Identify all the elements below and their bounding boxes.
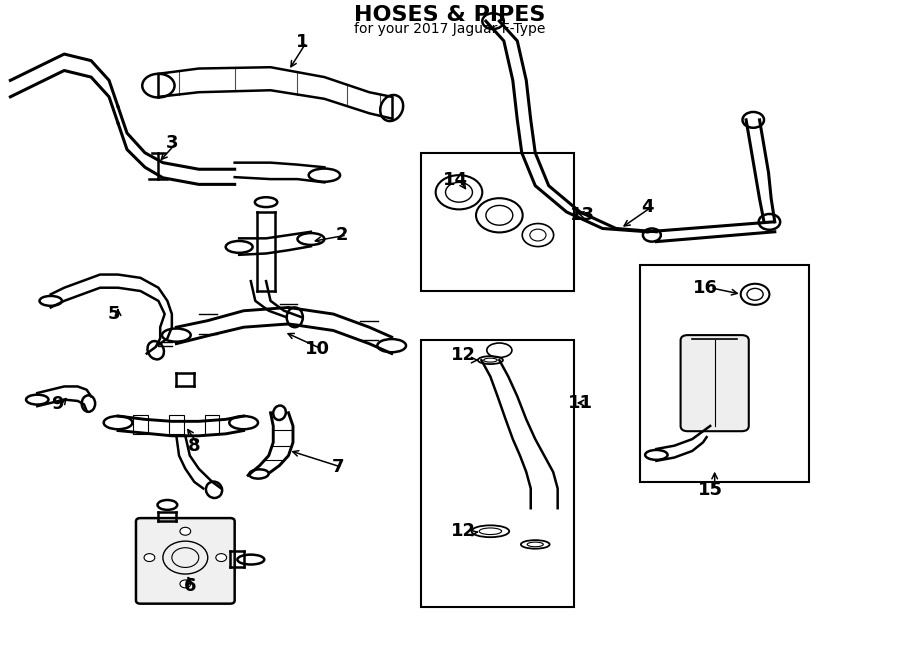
Text: 10: 10 [305, 340, 329, 358]
Circle shape [144, 554, 155, 562]
Text: 16: 16 [693, 279, 718, 297]
Text: 4: 4 [641, 198, 653, 215]
Text: 15: 15 [698, 481, 723, 499]
Circle shape [216, 554, 227, 562]
Text: 6: 6 [184, 577, 196, 595]
Bar [421, 153, 574, 291]
Circle shape [180, 580, 191, 588]
Text: 7: 7 [331, 459, 344, 477]
Text: 12: 12 [451, 522, 476, 540]
Bar [169, 414, 184, 434]
FancyBboxPatch shape [136, 518, 235, 603]
Text: HOSES & PIPES: HOSES & PIPES [355, 5, 545, 24]
Text: 13: 13 [571, 206, 595, 224]
Text: 8: 8 [188, 437, 201, 455]
Text: 2: 2 [336, 226, 348, 244]
Bar [205, 414, 220, 434]
Text: for your 2017 Jaguar F-Type: for your 2017 Jaguar F-Type [355, 22, 545, 36]
Text: 3: 3 [166, 134, 178, 152]
Text: 14: 14 [443, 171, 468, 190]
FancyBboxPatch shape [680, 335, 749, 431]
Circle shape [180, 527, 191, 535]
Text: 9: 9 [50, 395, 63, 413]
Bar [640, 264, 809, 482]
Bar [421, 340, 574, 607]
Bar [133, 414, 148, 434]
Text: 5: 5 [107, 305, 120, 323]
Text: 11: 11 [568, 394, 592, 412]
Text: 1: 1 [296, 33, 308, 51]
Text: 12: 12 [451, 346, 476, 364]
